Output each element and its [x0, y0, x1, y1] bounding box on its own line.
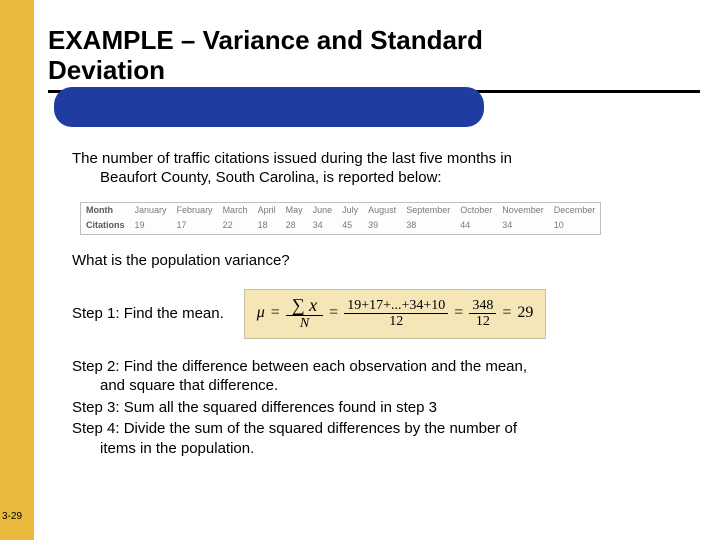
question-text: What is the population variance?	[72, 251, 700, 271]
slide-title: EXAMPLE – Variance and Standard Deviatio…	[48, 26, 700, 93]
row-label-citations: Citations	[81, 218, 130, 234]
step-3: Step 3: Sum all the squared differences …	[72, 398, 700, 418]
slide-body: The number of traffic citations issued d…	[72, 149, 700, 459]
expanded-num: 19+17+...+34+10	[344, 298, 448, 314]
step-4-line-1: Step 4: Divide the sum of the squared di…	[72, 420, 517, 437]
slide-number: 3-29	[2, 511, 22, 522]
title-line-1: EXAMPLE – Variance and Standard	[48, 25, 483, 55]
value-cell: 34	[497, 218, 549, 234]
month-cell: July	[337, 202, 363, 218]
equals-4: =	[502, 303, 511, 324]
month-cell: March	[218, 202, 253, 218]
intro-text: The number of traffic citations issued d…	[72, 149, 700, 188]
slide-content: EXAMPLE – Variance and Standard Deviatio…	[48, 26, 700, 460]
month-cell: November	[497, 202, 549, 218]
step-1-label: Step 1: Find the mean.	[72, 304, 224, 324]
title-line-2: Deviation	[48, 55, 165, 85]
table-row-values: Citations 19 17 22 18 28 34 45 39 38 44 …	[81, 218, 601, 234]
mu-symbol: μ	[257, 303, 265, 324]
sigma-symbol: ∑	[292, 295, 305, 315]
gold-sidebar	[0, 0, 34, 540]
value-cell: 22	[218, 218, 253, 234]
month-cell: April	[253, 202, 281, 218]
intro-line-2: Beaufort County, South Carolina, is repo…	[72, 168, 700, 188]
step-2-line-2: and square that difference.	[72, 376, 700, 396]
month-cell: September	[401, 202, 455, 218]
blue-accent-bar	[54, 87, 484, 127]
month-cell: October	[455, 202, 497, 218]
value-cell: 28	[281, 218, 308, 234]
sum-num: 348	[469, 298, 496, 314]
x-symbol: x	[309, 295, 317, 315]
value-cell: 39	[363, 218, 401, 234]
equals-2: =	[329, 303, 338, 324]
value-cell: 18	[253, 218, 281, 234]
step-4: Step 4: Divide the sum of the squared di…	[72, 419, 700, 458]
step-4-line-2: items in the population.	[72, 439, 700, 459]
sum-den: 12	[473, 314, 493, 329]
intro-line-1: The number of traffic citations issued d…	[72, 150, 512, 167]
month-cell: January	[130, 202, 172, 218]
row-label-month: Month	[81, 202, 130, 218]
month-cell: August	[363, 202, 401, 218]
mean-formula: μ = ∑ x N = 19+17+...+34+10 12 = 348 12 …	[244, 289, 547, 339]
sigma-fraction: ∑ x N	[286, 296, 323, 332]
expanded-fraction: 19+17+...+34+10 12	[344, 298, 448, 330]
n-symbol: N	[297, 316, 312, 331]
step-2: Step 2: Find the difference between each…	[72, 357, 700, 396]
month-cell: December	[549, 202, 601, 218]
value-cell: 19	[130, 218, 172, 234]
step-1-row: Step 1: Find the mean. μ = ∑ x N = 19+17…	[72, 289, 700, 339]
value-cell: 10	[549, 218, 601, 234]
equals-1: =	[271, 303, 280, 324]
value-cell: 44	[455, 218, 497, 234]
step-2-line-1: Step 2: Find the difference between each…	[72, 358, 527, 375]
value-cell: 34	[308, 218, 338, 234]
value-cell: 17	[172, 218, 218, 234]
month-cell: May	[281, 202, 308, 218]
month-cell: February	[172, 202, 218, 218]
table-row-months: Month January February March April May J…	[81, 202, 601, 218]
equals-3: =	[454, 303, 463, 324]
result-value: 29	[517, 303, 533, 324]
value-cell: 38	[401, 218, 455, 234]
citations-table: Month January February March April May J…	[80, 202, 601, 235]
value-cell: 45	[337, 218, 363, 234]
expanded-den: 12	[386, 314, 406, 329]
sum-fraction: 348 12	[469, 298, 496, 330]
month-cell: June	[308, 202, 338, 218]
